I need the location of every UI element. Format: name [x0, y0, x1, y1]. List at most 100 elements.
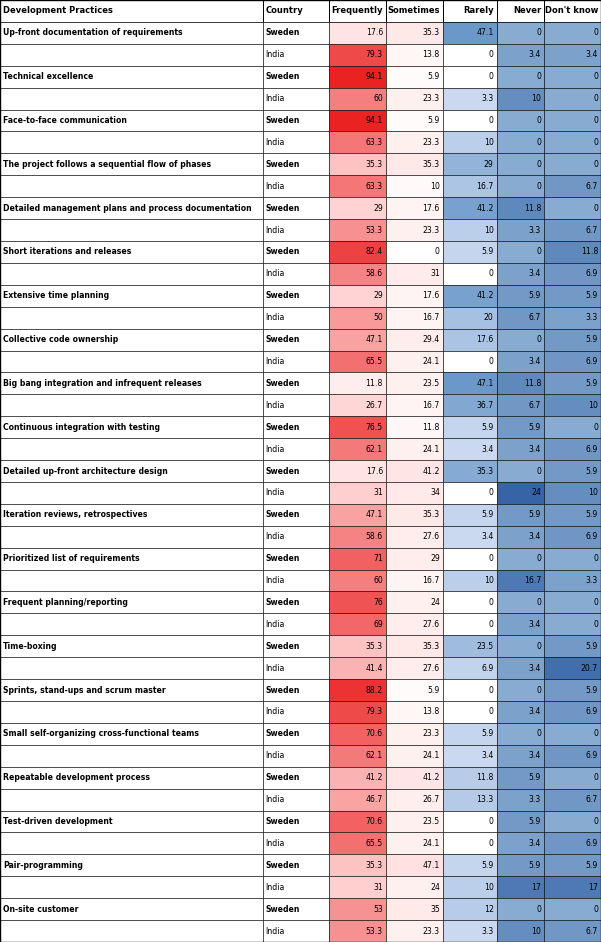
- Text: Never: Never: [513, 7, 541, 15]
- Bar: [0, 526, 263, 547]
- Bar: [0, 395, 263, 416]
- Text: 29: 29: [430, 554, 440, 563]
- Text: 11.8: 11.8: [476, 773, 493, 782]
- Bar: [386, 197, 443, 219]
- Text: 31: 31: [373, 488, 383, 497]
- Text: 3.4: 3.4: [529, 664, 541, 673]
- Text: Sweden: Sweden: [266, 335, 300, 344]
- Bar: [544, 570, 601, 592]
- Text: 17: 17: [588, 883, 598, 892]
- Text: 17.6: 17.6: [365, 28, 383, 38]
- Bar: [496, 833, 544, 854]
- Bar: [0, 504, 263, 526]
- Bar: [0, 460, 263, 482]
- Text: 6.7: 6.7: [586, 182, 598, 190]
- Bar: [329, 44, 386, 66]
- Text: 35.3: 35.3: [423, 28, 440, 38]
- Text: Big bang integration and infrequent releases: Big bang integration and infrequent rele…: [3, 379, 202, 388]
- Text: Iteration reviews, retrospectives: Iteration reviews, retrospectives: [3, 511, 147, 519]
- Text: 10: 10: [484, 883, 493, 892]
- Bar: [386, 88, 443, 109]
- Text: 29: 29: [484, 160, 493, 169]
- Bar: [0, 767, 263, 788]
- Bar: [263, 22, 329, 44]
- Bar: [329, 482, 386, 504]
- Text: 23.5: 23.5: [477, 642, 493, 651]
- Text: 0: 0: [536, 182, 541, 190]
- Bar: [263, 416, 329, 438]
- Bar: [329, 0, 386, 22]
- Text: Continuous integration with testing: Continuous integration with testing: [3, 423, 160, 431]
- Text: 6.9: 6.9: [586, 445, 598, 454]
- Bar: [443, 22, 496, 44]
- Text: 35.3: 35.3: [423, 160, 440, 169]
- Bar: [0, 329, 263, 350]
- Text: Sweden: Sweden: [266, 291, 300, 300]
- Text: 53.3: 53.3: [366, 927, 383, 935]
- Bar: [496, 570, 544, 592]
- Text: On-site customer: On-site customer: [3, 904, 79, 914]
- Text: 6.7: 6.7: [529, 313, 541, 322]
- Text: 10: 10: [484, 225, 493, 235]
- Text: 0: 0: [489, 817, 493, 826]
- Text: Sweden: Sweden: [266, 423, 300, 431]
- Bar: [263, 723, 329, 745]
- Bar: [263, 44, 329, 66]
- Text: 63.3: 63.3: [366, 138, 383, 147]
- Bar: [544, 132, 601, 154]
- Bar: [263, 504, 329, 526]
- Bar: [544, 460, 601, 482]
- Bar: [443, 284, 496, 307]
- Bar: [0, 154, 263, 175]
- Text: 3.3: 3.3: [529, 225, 541, 235]
- Bar: [496, 395, 544, 416]
- Text: Pair-programming: Pair-programming: [3, 861, 83, 869]
- Bar: [386, 132, 443, 154]
- Bar: [386, 854, 443, 876]
- Text: India: India: [266, 795, 285, 804]
- Text: 0: 0: [593, 28, 598, 38]
- Text: 0: 0: [489, 50, 493, 59]
- Text: Sweden: Sweden: [266, 511, 300, 519]
- Bar: [263, 547, 329, 570]
- Text: India: India: [266, 357, 285, 365]
- Bar: [496, 635, 544, 658]
- Text: 0: 0: [593, 94, 598, 103]
- Bar: [329, 547, 386, 570]
- Bar: [329, 788, 386, 810]
- Text: India: India: [266, 445, 285, 454]
- Bar: [329, 284, 386, 307]
- Text: 26.7: 26.7: [366, 400, 383, 410]
- Text: 5.9: 5.9: [586, 291, 598, 300]
- Bar: [386, 679, 443, 701]
- Text: 29: 29: [373, 291, 383, 300]
- Text: 34: 34: [430, 488, 440, 497]
- Bar: [544, 745, 601, 767]
- Text: 6.9: 6.9: [586, 357, 598, 365]
- Bar: [544, 66, 601, 88]
- Text: The project follows a sequential flow of phases: The project follows a sequential flow of…: [3, 160, 211, 169]
- Text: 0: 0: [489, 707, 493, 717]
- Text: 3.4: 3.4: [529, 532, 541, 542]
- Bar: [544, 526, 601, 547]
- Text: 12: 12: [484, 904, 493, 914]
- Bar: [386, 66, 443, 88]
- Text: 47.1: 47.1: [476, 28, 493, 38]
- Bar: [386, 219, 443, 241]
- Text: 5.9: 5.9: [586, 379, 598, 388]
- Bar: [386, 635, 443, 658]
- Text: 0: 0: [593, 620, 598, 629]
- Bar: [386, 810, 443, 833]
- Bar: [0, 854, 263, 876]
- Text: 27.6: 27.6: [423, 532, 440, 542]
- Bar: [0, 263, 263, 284]
- Text: 6.9: 6.9: [586, 707, 598, 717]
- Bar: [329, 132, 386, 154]
- Text: 3.4: 3.4: [529, 445, 541, 454]
- Bar: [329, 745, 386, 767]
- Text: 53: 53: [373, 904, 383, 914]
- Text: 0: 0: [536, 335, 541, 344]
- Text: Sweden: Sweden: [266, 73, 300, 81]
- Text: Detailed up-front architecture design: Detailed up-front architecture design: [3, 466, 168, 476]
- Bar: [0, 219, 263, 241]
